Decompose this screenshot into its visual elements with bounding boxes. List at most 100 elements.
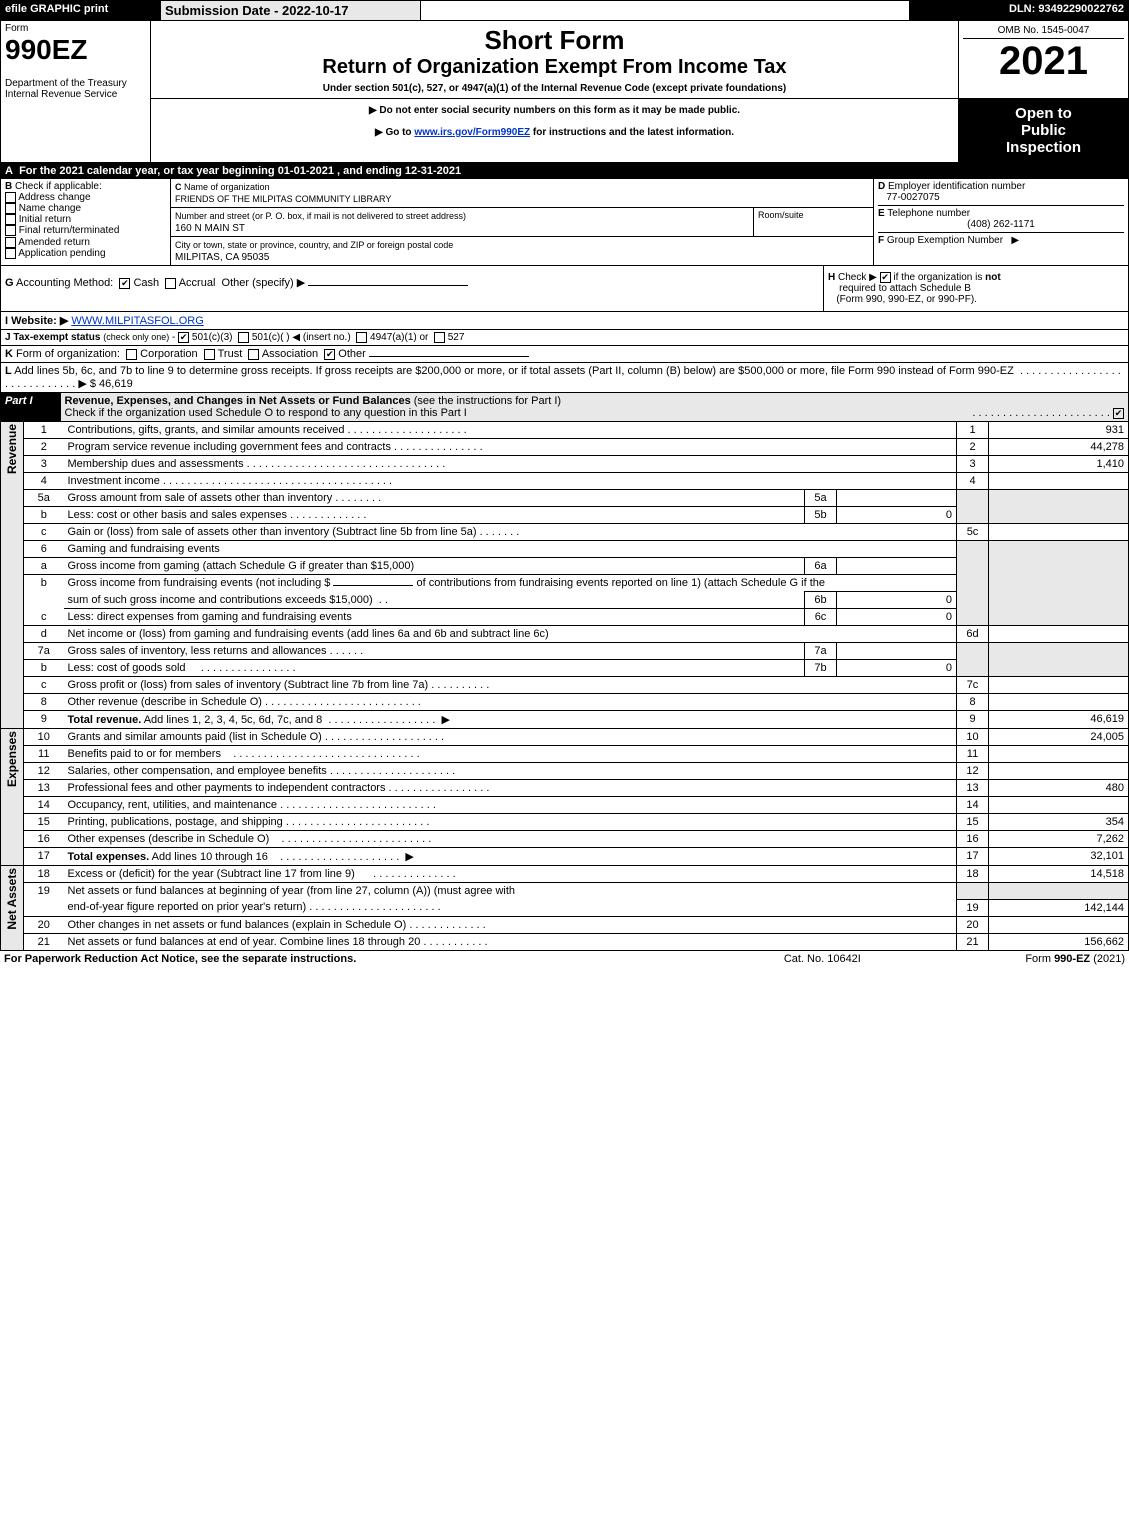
j-o2: 501(c)( ) ◀ (insert no.) (252, 332, 351, 343)
website-link[interactable]: WWW.MILPITASFOL.ORG (71, 315, 203, 327)
line19-t1: Net assets or fund balances at beginning… (68, 885, 516, 897)
checkbox-name-change[interactable] (5, 203, 16, 214)
line19-v: 142,144 (989, 899, 1129, 916)
line11-rn: 11 (957, 746, 989, 763)
checkbox-amended-return[interactable] (5, 237, 16, 248)
dept-treasury: Department of the Treasury (5, 78, 146, 89)
line11-t: Benefits paid to or for members (68, 748, 221, 760)
line14-t: Occupancy, rent, utilities, and maintena… (68, 799, 278, 811)
h-t3: required to attach Schedule B (836, 283, 971, 294)
line17-n: 17 (24, 848, 64, 866)
line6-n: 6 (24, 541, 64, 558)
j-o3: 4947(a)(1) or (370, 332, 428, 343)
b-opt3: Final return/terminated (19, 226, 120, 237)
b-opt2: Initial return (19, 214, 71, 225)
checkbox-cash[interactable]: ✔ (119, 278, 130, 289)
line15-v: 354 (989, 814, 1129, 831)
street: 160 N MAIN ST (175, 223, 245, 234)
tax-year: 2021 (963, 39, 1124, 84)
checkbox-address-change[interactable] (5, 192, 16, 203)
line8-t: Other revenue (describe in Schedule O) (68, 696, 262, 708)
l-text: Add lines 5b, 6c, and 7b to line 9 to de… (14, 365, 1014, 377)
dln: DLN: 93492290022762 (909, 1, 1129, 21)
line5a-in: 5a (805, 490, 837, 507)
line12-rn: 12 (957, 763, 989, 780)
line21-rn: 21 (957, 933, 989, 950)
checkbox-initial-return[interactable] (5, 214, 16, 225)
d-label: Employer identification number (888, 181, 1025, 192)
b-opt1: Name change (19, 203, 81, 214)
line9-rn: 9 (957, 711, 989, 729)
line2-rn: 2 (957, 439, 989, 456)
revenue-label: Revenue (5, 424, 19, 474)
netassets-label: Net Assets (5, 868, 19, 930)
section-k: K Form of organization: Corporation Trus… (0, 345, 1129, 363)
line6c-t: Less: direct expenses from gaming and fu… (68, 611, 352, 623)
checkbox-501c[interactable] (238, 332, 249, 343)
checkbox-final-return[interactable] (5, 225, 16, 236)
j-label: Tax-exempt status (13, 332, 100, 343)
b-opt4: Amended return (18, 237, 90, 248)
line2-t: Program service revenue including govern… (68, 441, 391, 453)
e-label: Telephone number (887, 208, 970, 219)
k-label: Form of organization: (16, 348, 120, 360)
line6a-in: 6a (805, 558, 837, 575)
line5b-t: Less: cost or other basis and sales expe… (68, 509, 288, 521)
line20-t: Other changes in net assets or fund bala… (68, 919, 407, 931)
line6c-n: c (24, 609, 64, 626)
h-t4: (Form 990, 990-EZ, or 990-PF). (836, 294, 977, 305)
line5c-n: c (24, 524, 64, 541)
irs-label: Internal Revenue Service (5, 89, 146, 100)
goto-post: for instructions and the latest informat… (530, 127, 734, 138)
checkbox-schedule-b[interactable]: ✔ (880, 272, 891, 283)
line6b-iv: 0 (837, 592, 957, 609)
checkbox-4947[interactable] (356, 332, 367, 343)
line10-v: 24,005 (989, 729, 1129, 746)
line6a-t: Gross income from gaming (attach Schedul… (68, 560, 415, 572)
efile-label: efile GRAPHIC print (1, 1, 161, 21)
checkbox-501c3[interactable]: ✔ (178, 332, 189, 343)
line12-v (989, 763, 1129, 780)
g-cash: Cash (133, 277, 159, 289)
line18-t: Excess or (deficit) for the year (Subtra… (68, 868, 355, 880)
line2-n: 2 (24, 439, 64, 456)
line10-n: 10 (24, 729, 64, 746)
checkbox-schedule-o[interactable]: ✔ (1113, 408, 1124, 419)
checkbox-accrual[interactable] (165, 278, 176, 289)
line5b-in: 5b (805, 507, 837, 524)
checkbox-other[interactable]: ✔ (324, 349, 335, 360)
line1-t: Contributions, gifts, grants, and simila… (68, 424, 345, 436)
c-room-label: Room/suite (758, 210, 804, 220)
line6a-iv (837, 558, 957, 575)
part1-schedo: Check if the organization used Schedule … (65, 407, 467, 419)
checkbox-assoc[interactable] (248, 349, 259, 360)
f-label: Group Exemption Number (887, 235, 1003, 246)
line7a-t: Gross sales of inventory, less returns a… (68, 645, 327, 657)
goto-link[interactable]: www.irs.gov/Form990EZ (414, 127, 530, 138)
checkbox-527[interactable] (434, 332, 445, 343)
checkbox-application-pending[interactable] (5, 248, 16, 259)
line4-v (989, 473, 1129, 490)
ein: 77-0027075 (886, 192, 939, 203)
line6b-in: 6b (805, 592, 837, 609)
line21-v: 156,662 (989, 933, 1129, 950)
line8-v (989, 694, 1129, 711)
line13-t: Professional fees and other payments to … (68, 782, 386, 794)
line19-t2: end-of-year figure reported on prior yea… (68, 901, 307, 913)
j-o4: 527 (448, 332, 465, 343)
k-o3: Association (262, 348, 318, 360)
line6-t: Gaming and fundraising events (68, 543, 220, 555)
form-number: 990EZ (5, 34, 146, 66)
org-name: FRIENDS OF THE MILPITAS COMMUNITY LIBRAR… (175, 194, 391, 204)
line20-rn: 20 (957, 916, 989, 933)
a-end: 12-31-2021 (405, 165, 461, 177)
checkbox-trust[interactable] (204, 349, 215, 360)
line20-n: 20 (24, 916, 64, 933)
line18-rn: 18 (957, 866, 989, 883)
checkbox-corp[interactable] (126, 349, 137, 360)
line16-n: 16 (24, 831, 64, 848)
topbar: efile GRAPHIC print Submission Date - 20… (0, 0, 1129, 21)
form-header: Form 990EZ Department of the Treasury In… (0, 21, 1129, 163)
part1-header: Part I Revenue, Expenses, and Changes in… (0, 393, 1129, 422)
j-sub: (check only one) (103, 332, 169, 342)
